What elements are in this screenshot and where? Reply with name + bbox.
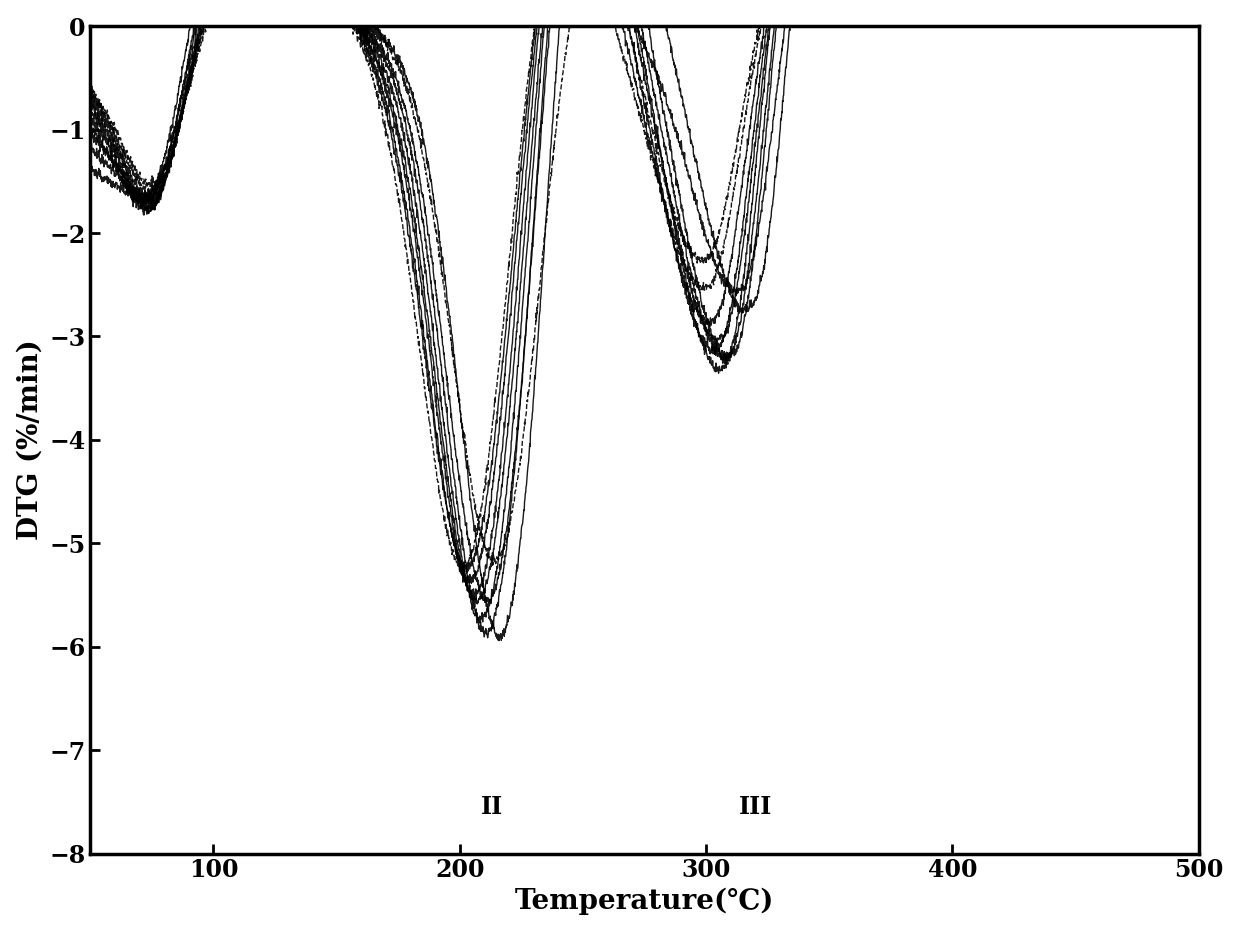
X-axis label: Temperature(℃): Temperature(℃)	[515, 888, 774, 915]
Text: II: II	[481, 795, 503, 819]
Y-axis label: DTG (%/min): DTG (%/min)	[16, 339, 43, 541]
Text: III: III	[739, 795, 773, 819]
